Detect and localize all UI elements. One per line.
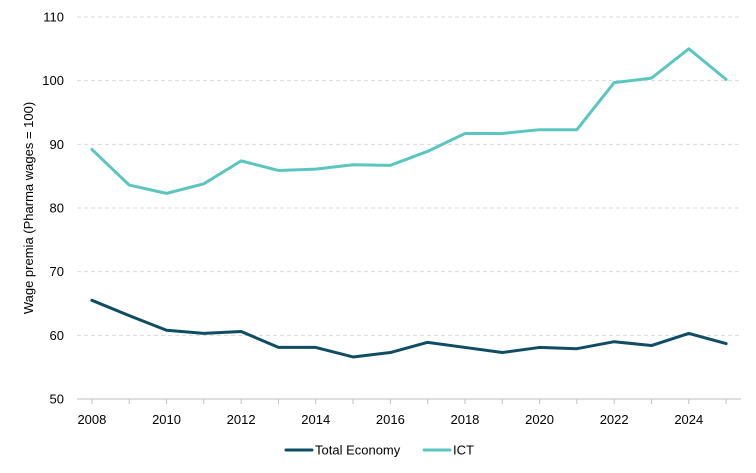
legend-item: ICT [422,443,474,458]
legend-label: Total Economy [315,443,401,458]
x-tick-label: 2020 [525,412,554,427]
x-tick-label: 2024 [674,412,703,427]
y-tick-label: 110 [43,10,64,25]
x-tick-label: 2012 [227,412,256,427]
y-axis-title: Wage premia (Pharma wages = 100) [21,102,36,314]
x-tick-label: 2016 [376,412,405,427]
legend-item: Total Economy [284,443,401,458]
x-axis: 2008 2010 2012 2014 2016 2018 2020 2022 2024 [77,398,741,427]
y-tick-label: 100 [42,73,64,88]
x-tick-label: 2022 [600,412,629,427]
series-line-ict [90,47,728,195]
series-line-total-economy [90,298,728,359]
y-tick-label: 50 [50,392,64,407]
y-axis: 50 60 70 80 90 100 110 [42,10,64,407]
x-tick-label: 2010 [152,412,181,427]
legend: Total Economy ICT [284,443,474,458]
gridlines [77,16,741,336]
y-tick-label: 60 [50,328,64,343]
y-tick-label: 80 [50,201,64,216]
x-tick-label: 2008 [77,412,106,427]
y-tick-label: 90 [50,137,64,152]
series-lines [90,47,728,359]
y-tick-label: 70 [50,264,64,279]
legend-label: ICT [453,443,474,458]
x-tick-label: 2014 [301,412,330,427]
x-tick-label: 2018 [450,412,479,427]
